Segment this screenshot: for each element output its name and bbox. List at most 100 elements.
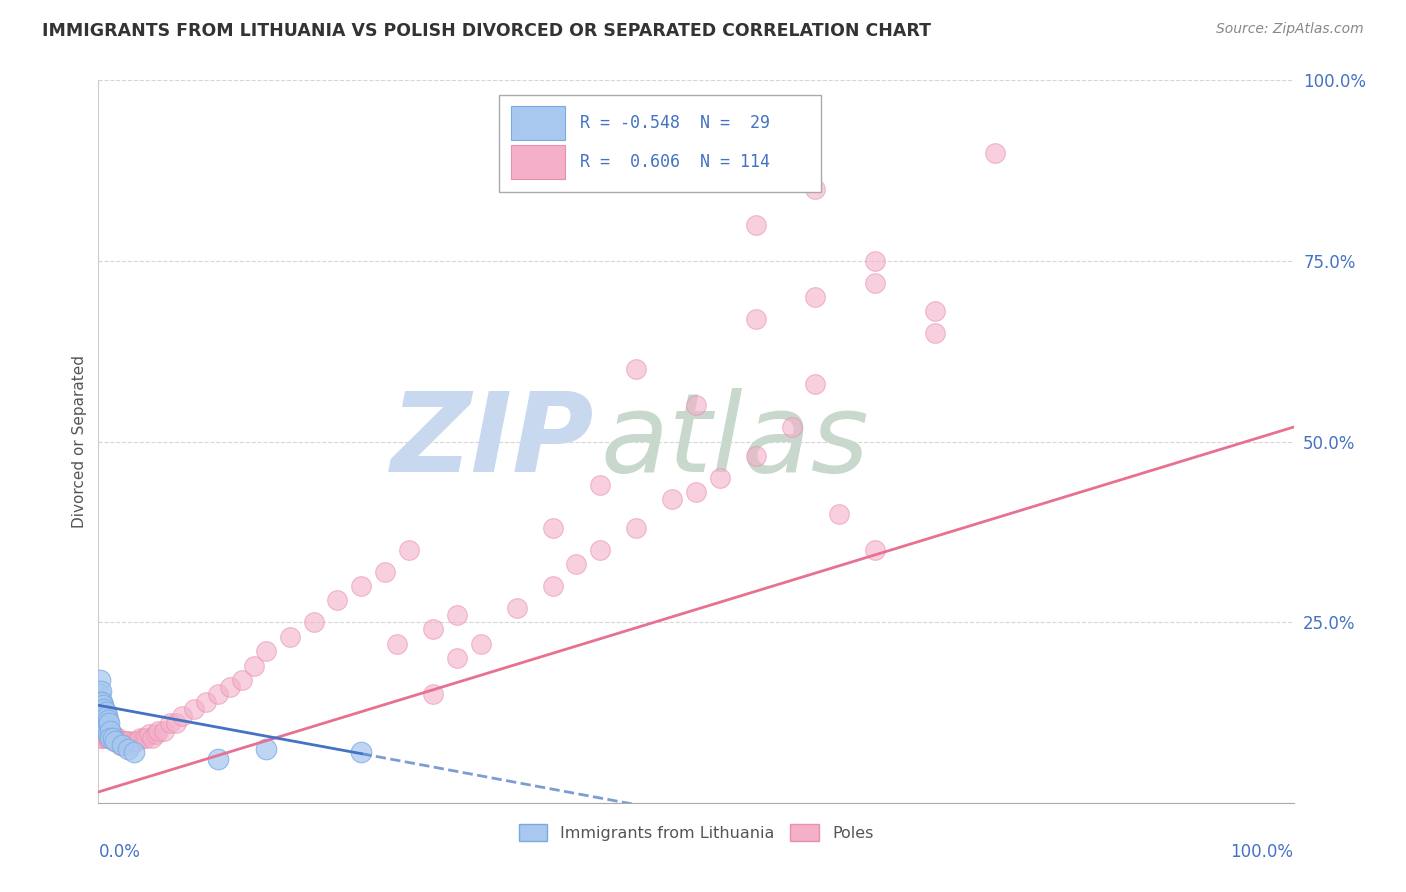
Point xyxy=(207,752,229,766)
Point xyxy=(101,731,124,745)
Text: IMMIGRANTS FROM LITHUANIA VS POLISH DIVORCED OR SEPARATED CORRELATION CHART: IMMIGRANTS FROM LITHUANIA VS POLISH DIVO… xyxy=(42,22,931,40)
Point xyxy=(91,727,114,741)
Text: atlas: atlas xyxy=(600,388,869,495)
Point xyxy=(91,713,114,727)
Point xyxy=(94,731,117,745)
Point xyxy=(103,731,125,745)
Point xyxy=(90,683,112,698)
Point xyxy=(111,738,134,752)
Point xyxy=(98,727,122,741)
FancyBboxPatch shape xyxy=(510,145,565,179)
Point xyxy=(93,723,115,738)
Point xyxy=(98,723,122,738)
Text: Source: ZipAtlas.com: Source: ZipAtlas.com xyxy=(1216,22,1364,37)
Point xyxy=(93,716,115,731)
Point xyxy=(98,731,121,745)
Point xyxy=(254,741,277,756)
Point xyxy=(924,304,946,318)
Point xyxy=(100,727,122,741)
Point xyxy=(984,145,1007,160)
Point xyxy=(589,478,612,492)
Point xyxy=(98,716,121,731)
Point xyxy=(231,673,253,687)
Point xyxy=(117,734,139,748)
Point xyxy=(626,521,648,535)
Point xyxy=(93,702,115,716)
Point xyxy=(124,745,146,759)
Point xyxy=(89,702,111,716)
Point xyxy=(91,731,114,745)
Point xyxy=(828,507,851,521)
Point xyxy=(124,734,146,748)
Point xyxy=(398,542,420,557)
Point xyxy=(446,651,468,665)
Point xyxy=(108,734,131,748)
Point xyxy=(107,731,129,745)
Point xyxy=(326,593,349,607)
Point xyxy=(120,738,142,752)
Point xyxy=(97,720,120,734)
Point xyxy=(94,716,117,731)
Point xyxy=(98,723,122,738)
Point xyxy=(506,600,529,615)
Point xyxy=(243,658,266,673)
Point xyxy=(145,727,167,741)
Point xyxy=(685,398,707,412)
Point xyxy=(135,731,157,745)
Point xyxy=(865,253,887,268)
Point xyxy=(115,734,138,748)
Point xyxy=(91,695,114,709)
Text: R =  0.606  N = 114: R = 0.606 N = 114 xyxy=(581,153,770,171)
Point xyxy=(98,731,122,745)
Point xyxy=(165,716,187,731)
Point xyxy=(96,720,118,734)
Point xyxy=(148,723,170,738)
Point xyxy=(93,720,115,734)
Point xyxy=(96,723,118,738)
Point xyxy=(91,713,114,727)
Point xyxy=(422,623,444,637)
Point xyxy=(132,731,155,745)
Point xyxy=(91,716,114,731)
Point xyxy=(96,723,118,738)
Point xyxy=(661,492,683,507)
Point xyxy=(107,734,129,748)
Text: 100.0%: 100.0% xyxy=(1230,843,1294,861)
Point xyxy=(350,579,373,593)
Point xyxy=(104,734,127,748)
Point xyxy=(93,727,115,741)
Point xyxy=(90,695,112,709)
Y-axis label: Divorced or Separated: Divorced or Separated xyxy=(72,355,87,528)
Point xyxy=(195,695,218,709)
Point xyxy=(98,723,121,738)
Point xyxy=(865,542,887,557)
Point xyxy=(141,731,163,745)
Point xyxy=(91,698,114,713)
Point xyxy=(101,731,124,745)
Point xyxy=(105,731,128,745)
Point xyxy=(89,673,111,687)
Point xyxy=(108,738,131,752)
Point xyxy=(90,709,112,723)
Point xyxy=(97,723,120,738)
Legend: Immigrants from Lithuania, Poles: Immigrants from Lithuania, Poles xyxy=(510,816,882,849)
Point xyxy=(745,218,768,232)
Point xyxy=(278,630,301,644)
Point xyxy=(93,716,115,731)
Point xyxy=(685,485,707,500)
Point xyxy=(91,713,114,727)
Point xyxy=(865,276,887,290)
Text: ZIP: ZIP xyxy=(391,388,595,495)
Point xyxy=(804,376,827,391)
Point xyxy=(94,720,117,734)
Point xyxy=(90,709,112,723)
Point xyxy=(117,741,139,756)
Point xyxy=(97,727,120,741)
Text: 0.0%: 0.0% xyxy=(98,843,141,861)
Point xyxy=(565,558,588,572)
Point xyxy=(111,738,134,752)
Point xyxy=(94,723,117,738)
Point xyxy=(350,745,373,759)
Point xyxy=(91,723,114,738)
Point xyxy=(89,723,111,738)
